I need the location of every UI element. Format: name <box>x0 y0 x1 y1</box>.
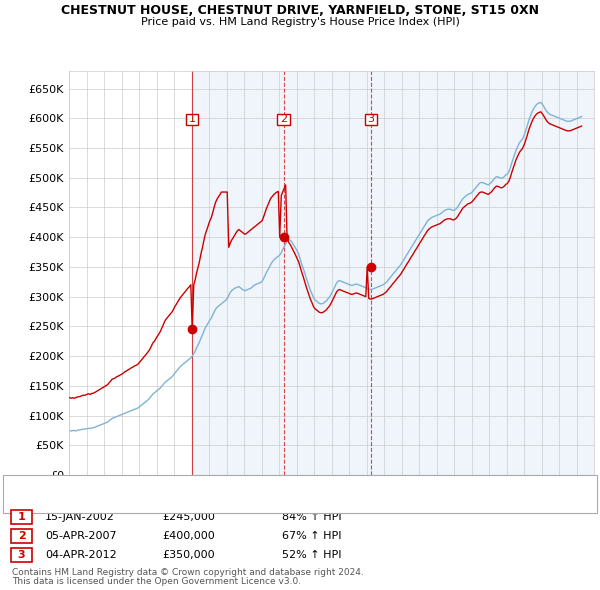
Text: 2: 2 <box>18 531 25 540</box>
Text: 3: 3 <box>18 550 25 559</box>
Text: 67% ↑ HPI: 67% ↑ HPI <box>282 531 341 540</box>
Text: £245,000: £245,000 <box>162 512 215 522</box>
FancyBboxPatch shape <box>186 114 199 124</box>
Text: CHESTNUT HOUSE, CHESTNUT DRIVE, YARNFIELD, STONE, ST15 0XN: CHESTNUT HOUSE, CHESTNUT DRIVE, YARNFIEL… <box>61 4 539 17</box>
Text: 15-JAN-2002: 15-JAN-2002 <box>45 512 115 522</box>
Bar <box>192 71 594 475</box>
Text: £400,000: £400,000 <box>162 531 215 540</box>
Text: This data is licensed under the Open Government Licence v3.0.: This data is licensed under the Open Gov… <box>12 577 301 586</box>
Text: 1: 1 <box>188 114 196 124</box>
Text: CHESTNUT HOUSE, CHESTNUT DRIVE, YARNFIELD, STONE, ST15 0XN (detached house): CHESTNUT HOUSE, CHESTNUT DRIVE, YARNFIEL… <box>51 482 476 492</box>
Text: 2: 2 <box>280 114 287 124</box>
Text: 1: 1 <box>18 512 25 522</box>
Text: Price paid vs. HM Land Registry's House Price Index (HPI): Price paid vs. HM Land Registry's House … <box>140 17 460 27</box>
Text: £350,000: £350,000 <box>162 550 215 559</box>
Text: Contains HM Land Registry data © Crown copyright and database right 2024.: Contains HM Land Registry data © Crown c… <box>12 568 364 577</box>
Text: HPI: Average price, detached house, Stafford: HPI: Average price, detached house, Staf… <box>51 496 271 506</box>
Text: 52% ↑ HPI: 52% ↑ HPI <box>282 550 341 559</box>
Text: 04-APR-2012: 04-APR-2012 <box>45 550 117 559</box>
Text: 05-APR-2007: 05-APR-2007 <box>45 531 116 540</box>
FancyBboxPatch shape <box>365 114 377 124</box>
Text: 84% ↑ HPI: 84% ↑ HPI <box>282 512 341 522</box>
Text: 3: 3 <box>368 114 374 124</box>
FancyBboxPatch shape <box>277 114 290 124</box>
